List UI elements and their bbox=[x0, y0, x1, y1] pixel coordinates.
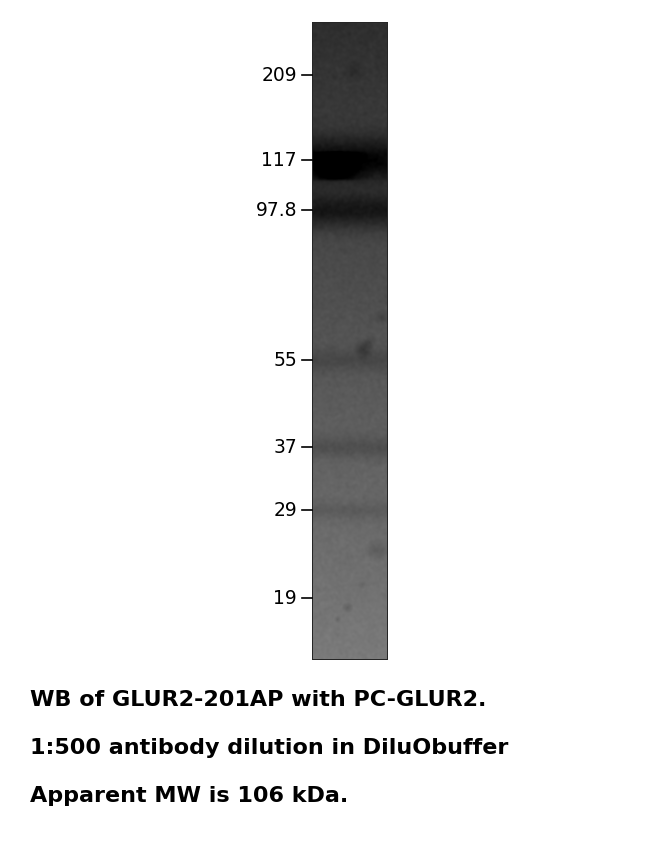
Text: WB of GLUR2-201AP with PC-GLUR2.: WB of GLUR2-201AP with PC-GLUR2. bbox=[30, 690, 486, 710]
Text: 19: 19 bbox=[273, 589, 297, 608]
Text: 29: 29 bbox=[273, 500, 297, 519]
Text: 1:500 antibody dilution in DiluObuffer: 1:500 antibody dilution in DiluObuffer bbox=[30, 738, 508, 758]
Text: 55: 55 bbox=[273, 351, 297, 369]
Text: 37: 37 bbox=[273, 438, 297, 457]
Text: Apparent MW is 106 kDa.: Apparent MW is 106 kDa. bbox=[30, 786, 348, 806]
Text: 117: 117 bbox=[261, 151, 297, 170]
Text: 209: 209 bbox=[261, 65, 297, 85]
Text: 97.8: 97.8 bbox=[255, 201, 297, 219]
